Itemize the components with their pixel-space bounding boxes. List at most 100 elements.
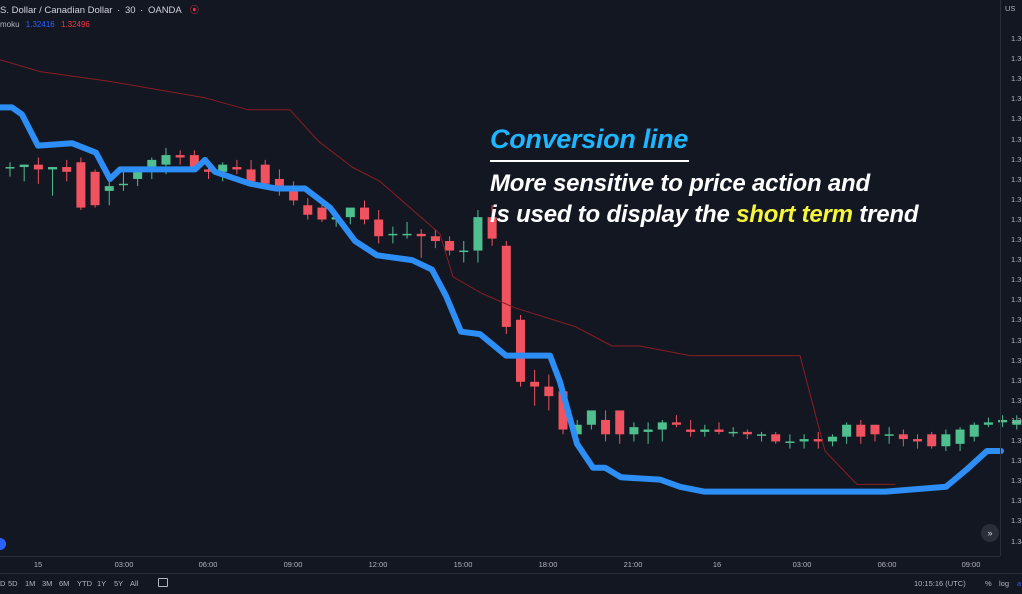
time-tick-label: 03:00 — [792, 560, 812, 569]
range-button[interactable]: 5D — [8, 579, 18, 588]
candle-body — [615, 410, 625, 435]
log-toggle[interactable]: log — [999, 579, 1010, 588]
candle-body — [700, 429, 710, 432]
candle-body — [827, 436, 837, 442]
auto-toggle[interactable]: a — [1017, 579, 1022, 588]
candle-body — [48, 167, 58, 170]
candle-body — [671, 422, 681, 425]
price-tick-label: 1.35 — [1011, 335, 1022, 345]
price-tick-label: 1.36 — [1011, 74, 1022, 84]
range-button[interactable]: 3M — [42, 579, 53, 588]
candle-body — [487, 217, 497, 239]
time-tick-label: 15 — [33, 560, 43, 569]
time-tick-label: 06:00 — [198, 560, 218, 569]
candle-body — [402, 233, 412, 236]
candle-body — [388, 233, 398, 236]
time-tick-label: 09:00 — [283, 560, 303, 569]
candle-body — [345, 207, 355, 218]
range-button[interactable]: 5Y — [114, 579, 124, 588]
annotation-highlight: short term — [736, 201, 853, 228]
candle-body — [586, 410, 596, 425]
candle-body — [501, 245, 511, 327]
candle-body — [147, 159, 157, 168]
time-axis[interactable] — [0, 556, 1000, 574]
candle-body — [473, 217, 483, 251]
candle-body — [133, 171, 143, 179]
price-axis[interactable] — [1000, 0, 1022, 556]
candle-body — [76, 162, 86, 208]
range-button[interactable]: 1M — [25, 579, 36, 588]
candle-body — [104, 186, 114, 191]
candle-body — [33, 164, 43, 170]
candle-body — [558, 391, 568, 430]
date-range-icon[interactable] — [158, 578, 168, 587]
time-tick-label: 09:00 — [961, 560, 981, 569]
candle-body — [175, 155, 185, 158]
candle-body — [274, 178, 284, 191]
candle-body — [374, 219, 384, 237]
range-button[interactable]: YTD — [77, 579, 92, 588]
price-tick-label: 1.35 — [1011, 476, 1022, 486]
candle-body — [161, 155, 171, 165]
candle-body — [728, 431, 738, 434]
price-tick-label: 1.35 — [1011, 436, 1022, 445]
clock[interactable]: 10:15:16 (UTC) — [914, 579, 966, 588]
candle-body — [927, 434, 937, 447]
candle-body — [459, 250, 469, 253]
annotation-title: Conversion line — [490, 124, 689, 154]
candle-body — [813, 439, 823, 442]
range-button[interactable]: 1Y — [97, 579, 107, 588]
candle-body — [572, 424, 582, 435]
time-tick-label: 18:00 — [538, 560, 558, 569]
candle-body — [90, 171, 100, 206]
price-tick-label: 1.35 — [1011, 235, 1022, 244]
range-button[interactable]: All — [130, 579, 139, 588]
candle-body — [742, 431, 752, 435]
range-button[interactable]: 6M — [59, 579, 70, 588]
candle-body — [998, 419, 1008, 423]
time-tick-label: 16 — [712, 560, 722, 569]
price-tick-label: 1.35 — [1011, 375, 1022, 385]
candle-body — [657, 422, 667, 430]
candle-body — [246, 169, 256, 182]
conversion-line — [0, 104, 1004, 495]
indicator-legend[interactable]: moku 1.32416 1.32496 — [0, 20, 90, 29]
candle-body — [771, 434, 781, 442]
candle-body — [983, 422, 993, 425]
price-tick-label: 1.36 — [1011, 114, 1022, 124]
candle-body — [913, 439, 923, 442]
candle-body — [360, 207, 369, 220]
annotation-underline — [490, 160, 689, 162]
candle-body — [19, 164, 29, 168]
candle-body — [317, 207, 327, 220]
exchange-label: OANDA — [147, 5, 182, 16]
candle-body — [416, 233, 426, 237]
candle-body — [884, 434, 894, 436]
range-button[interactable]: D — [0, 579, 6, 588]
scroll-to-realtime-button[interactable]: » — [981, 524, 999, 542]
candle-body — [643, 429, 653, 432]
price-tick-label: 1.36 — [1011, 54, 1022, 64]
time-tick-label: 03:00 — [114, 560, 134, 569]
candle-body — [303, 205, 313, 215]
base-value: 1.32496 — [60, 20, 90, 29]
candle-body — [5, 167, 15, 169]
lines-layer — [0, 59, 1004, 495]
candle-body — [544, 386, 554, 397]
candle-body — [445, 241, 455, 251]
price-tick-label: 1.35 — [1011, 355, 1022, 365]
interval-label[interactable]: 30 — [124, 5, 136, 16]
candle-body — [62, 167, 72, 172]
candle-body — [232, 167, 242, 170]
price-tick-label: 1.35 — [1011, 456, 1022, 466]
annotation-line-2: is used to display the short term trend — [490, 201, 918, 229]
price-tick-label: 1.35 — [1011, 315, 1022, 325]
candle-body — [189, 155, 199, 168]
symbol-title[interactable]: S. Dollar / Canadian Dollar — [0, 5, 113, 16]
percent-toggle[interactable]: % — [985, 579, 992, 588]
annotation-line-1: More sensitive to price action and — [490, 170, 870, 197]
price-tick-label: 1.35 — [1011, 214, 1022, 224]
base-line — [0, 59, 896, 485]
